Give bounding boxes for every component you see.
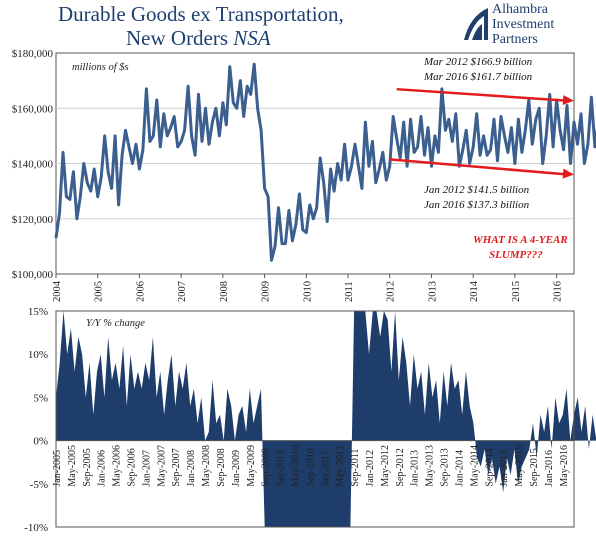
top-x-tick-label: 2004	[52, 280, 63, 302]
top-x-tick-label: 2005	[94, 281, 105, 302]
bottom-x-tick-label: Jan-2012	[365, 450, 376, 487]
logo-line1: Alhambra	[492, 2, 548, 17]
bottom-x-tick-label: Jan-2008	[186, 450, 197, 487]
top-y-tick-label: $100,000	[12, 269, 54, 281]
top-y-axis-unit-label: millions of $s	[72, 62, 129, 73]
series-line-durable-goods	[54, 62, 596, 262]
series-area-yoy-change	[56, 311, 596, 527]
bottom-x-tick-label: Jan-2010	[276, 450, 287, 487]
top-y-tick-label: $120,000	[12, 214, 54, 226]
bottom-x-tick-label: Sep-2008	[216, 448, 227, 486]
bottom-x-tick-label: Jan-2014	[454, 450, 465, 487]
top-y-tick-label: $180,000	[12, 48, 54, 60]
bottom-plot-frame	[55, 310, 575, 528]
trend-arrow-bottom-head	[562, 168, 574, 179]
bottom-x-tick-label: Sep-2013	[440, 448, 451, 486]
annotation-bottom-line: Jan 2016 $137.3 billion	[424, 199, 530, 211]
bottom-y-axis-unit-label: Y/Y % change	[86, 318, 145, 329]
bottom-x-tick-label: May-2010	[291, 445, 302, 487]
bottom-x-tick-label: May-2009	[246, 445, 257, 487]
bottom-x-tick-label: Jan-2016	[544, 450, 555, 487]
bottom-x-tick-label: May-2014	[469, 445, 480, 487]
bottom-y-tick-label: 15%	[28, 306, 48, 318]
callout-line1: WHAT IS A 4-YEAR	[473, 234, 568, 246]
bottom-x-tick-label: Jan-2009	[231, 450, 242, 487]
bottom-x-tick-label: Sep-2005	[82, 448, 93, 486]
bottom-x-tick-label: Sep-2014	[484, 448, 495, 486]
chart-title-line2-text: New Orders	[126, 26, 229, 50]
top-x-tick-label: 2006	[135, 281, 146, 302]
bottom-x-tick-label: May-2005	[67, 445, 78, 487]
annotation-top-line: Mar 2016 $161.7 billion	[423, 71, 533, 83]
bottom-y-tick-label: -10%	[24, 522, 48, 534]
logo-line2: Investment	[492, 17, 555, 32]
trend-arrow-top-line	[396, 87, 569, 103]
bottom-x-tick-label: May-2008	[201, 445, 212, 487]
top-x-tick-label: 2013	[427, 281, 438, 302]
top-x-tick-label: 2007	[177, 281, 188, 302]
bottom-x-tick-label: Sep-2009	[261, 448, 272, 486]
top-x-tick-label: 2014	[469, 280, 480, 302]
bottom-x-tick-label: May-2015	[514, 445, 525, 487]
top-x-tick-label: 2012	[386, 281, 397, 302]
chart-title-line2: New Orders NSA	[126, 26, 271, 51]
top-x-tick-label: 2009	[261, 281, 272, 302]
logo-line3: Partners	[492, 32, 538, 47]
chart-title-line1: Durable Goods ex Transportation,	[58, 2, 344, 26]
bottom-x-tick-label: May-2013	[425, 445, 436, 487]
callout-line2: SLUMP???	[489, 249, 543, 261]
bottom-x-tick-label: Sep-2006	[127, 448, 138, 486]
bottom-x-tick-label: Jan-2011	[320, 450, 331, 486]
top-y-tick-label: $140,000	[12, 159, 54, 171]
annotation-top-line: Mar 2012 $166.9 billion	[423, 56, 533, 68]
bottom-x-tick-label: Sep-2010	[305, 448, 316, 486]
top-y-tick-label: $160,000	[12, 103, 54, 115]
bottom-x-tick-label: Jan-2005	[52, 450, 63, 487]
logo-mark-icon	[464, 8, 488, 40]
bottom-x-tick-label: Jan-2007	[141, 450, 152, 487]
bottom-x-tick-label: May-2012	[380, 445, 391, 487]
bottom-x-tick-label: May-2007	[156, 445, 167, 487]
bottom-y-tick-label: -5%	[30, 479, 48, 491]
bottom-x-tick-label: Sep-2011	[350, 449, 361, 487]
annotation-bottom-line: Jan 2012 $141.5 billion	[424, 184, 530, 196]
bottom-x-tick-label: Jan-2006	[97, 450, 108, 487]
top-x-tick-label: 2016	[553, 281, 564, 302]
top-x-tick-label: 2008	[219, 281, 230, 302]
bottom-x-tick-label: May-2016	[559, 445, 570, 487]
top-x-tick-label: 2015	[511, 281, 522, 302]
bottom-x-tick-label: May-2006	[112, 445, 123, 487]
bottom-x-tick-label: Jan-2015	[499, 450, 510, 487]
top-x-tick-label: 2010	[302, 281, 313, 302]
top-x-tick-label: 2011	[344, 281, 355, 302]
bottom-y-tick-label: 5%	[33, 392, 48, 404]
alhambra-logo: Alhambra Investment Partners	[462, 2, 592, 52]
bottom-y-tick-label: 0%	[33, 436, 48, 448]
bottom-x-tick-label: Sep-2007	[171, 448, 182, 486]
bottom-x-tick-label: Jan-2013	[410, 450, 421, 487]
bottom-x-tick-label: Sep-2012	[395, 448, 406, 486]
trend-arrow-top-head	[562, 95, 574, 106]
bottom-y-tick-label: 10%	[28, 349, 48, 361]
bottom-x-tick-label: May-2011	[335, 445, 346, 486]
bottom-x-tick-label: Sep-2015	[529, 448, 540, 486]
chart-title-line2-italic: NSA	[233, 26, 271, 50]
trend-arrow-bottom-line	[389, 158, 569, 176]
